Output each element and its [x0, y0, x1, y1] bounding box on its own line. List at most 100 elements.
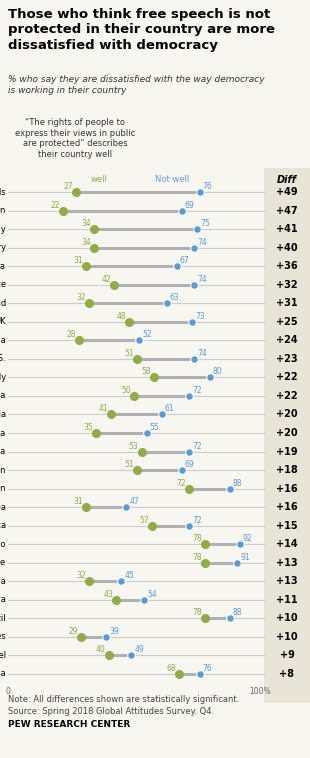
- Text: 78: 78: [192, 608, 202, 617]
- Text: 100%: 100%: [249, 687, 271, 696]
- Text: 45: 45: [124, 571, 134, 580]
- Text: +10: +10: [276, 631, 298, 642]
- Text: Japan: Japan: [0, 465, 6, 475]
- Text: 74: 74: [197, 275, 207, 283]
- Text: Tunisia: Tunisia: [0, 669, 6, 678]
- Text: 72: 72: [193, 441, 202, 450]
- Text: 73: 73: [195, 312, 205, 321]
- Text: +18: +18: [276, 465, 298, 475]
- Text: 63: 63: [170, 293, 179, 302]
- Text: +20: +20: [276, 428, 298, 438]
- Text: well: well: [91, 175, 108, 184]
- Text: Australia: Australia: [0, 428, 6, 437]
- Text: 27: 27: [64, 182, 73, 191]
- FancyBboxPatch shape: [264, 168, 310, 703]
- Text: South Africa: South Africa: [0, 521, 6, 530]
- Text: 47: 47: [130, 497, 139, 506]
- Text: +36: +36: [276, 262, 298, 271]
- Text: +23: +23: [276, 354, 298, 364]
- Text: Greece: Greece: [0, 558, 6, 567]
- Text: +14: +14: [276, 539, 298, 549]
- Text: +9: +9: [280, 650, 294, 660]
- Text: +13: +13: [276, 576, 298, 586]
- Text: 72: 72: [193, 386, 202, 395]
- Text: +22: +22: [276, 391, 298, 401]
- Text: 88: 88: [233, 608, 242, 617]
- Text: 55: 55: [150, 423, 159, 432]
- Text: 28: 28: [66, 330, 76, 340]
- Text: Diff: Diff: [277, 175, 297, 185]
- Text: Italy: Italy: [0, 373, 6, 382]
- Text: 78: 78: [192, 553, 202, 562]
- Text: Israel: Israel: [0, 650, 6, 659]
- Text: +25: +25: [276, 317, 298, 327]
- Text: 34: 34: [81, 219, 91, 228]
- Text: 74: 74: [197, 349, 207, 358]
- Text: 91: 91: [240, 553, 250, 562]
- Text: Spain: Spain: [0, 484, 6, 493]
- Text: South Korea: South Korea: [0, 503, 6, 512]
- Text: Poland: Poland: [0, 299, 6, 308]
- Text: +31: +31: [276, 299, 298, 309]
- Text: Indonesia: Indonesia: [0, 577, 6, 586]
- Text: 22: 22: [51, 201, 60, 210]
- Text: +24: +24: [276, 335, 298, 346]
- Text: +15: +15: [276, 521, 298, 531]
- Text: 0: 0: [6, 687, 11, 696]
- Text: 68: 68: [167, 664, 176, 673]
- Text: Note: All differences shown are statistically significant.
Source: Spring 2018 G: Note: All differences shown are statisti…: [8, 695, 239, 716]
- Text: +40: +40: [276, 243, 298, 253]
- Text: +22: +22: [276, 372, 298, 383]
- Text: France: France: [0, 280, 6, 290]
- Text: 31: 31: [73, 256, 83, 265]
- Text: +13: +13: [276, 558, 298, 568]
- Text: % who say they are dissatisfied with the way democracy
is working in their count: % who say they are dissatisfied with the…: [8, 75, 265, 95]
- Text: 76: 76: [202, 664, 212, 673]
- Text: 51: 51: [124, 349, 134, 358]
- Text: +11: +11: [276, 595, 298, 605]
- Text: Brazil: Brazil: [0, 614, 6, 622]
- Text: +10: +10: [276, 613, 298, 623]
- Text: Netherlands: Netherlands: [0, 188, 6, 197]
- Text: Argentina: Argentina: [0, 447, 6, 456]
- Text: 35: 35: [83, 423, 93, 432]
- Text: 92: 92: [243, 534, 252, 543]
- Text: 52: 52: [142, 330, 152, 340]
- Text: +32: +32: [276, 280, 298, 290]
- Text: 32: 32: [76, 571, 86, 580]
- Text: 75: 75: [200, 219, 210, 228]
- Text: Not well: Not well: [155, 175, 189, 184]
- Text: 48: 48: [116, 312, 126, 321]
- Text: India: India: [0, 336, 6, 345]
- Text: 29: 29: [69, 627, 78, 636]
- Text: Nigeria: Nigeria: [0, 391, 6, 400]
- Text: 69: 69: [185, 201, 195, 210]
- Text: Philippines: Philippines: [0, 632, 6, 641]
- Text: Those who think free speech is not
protected in their country are more
dissatisf: Those who think free speech is not prote…: [8, 8, 275, 52]
- Text: 61: 61: [165, 405, 174, 413]
- Text: +16: +16: [276, 484, 298, 493]
- Text: Germany: Germany: [0, 225, 6, 233]
- Text: U.S.: U.S.: [0, 355, 6, 363]
- Text: 67: 67: [180, 256, 190, 265]
- Text: +41: +41: [276, 224, 298, 234]
- Text: 51: 51: [124, 460, 134, 469]
- Text: Hungary: Hungary: [0, 243, 6, 252]
- Text: Canada: Canada: [0, 262, 6, 271]
- Text: Kenya: Kenya: [0, 595, 6, 604]
- Text: “The rights of people to
express their views in public
are protected” describes
: “The rights of people to express their v…: [15, 118, 135, 159]
- Text: 78: 78: [192, 534, 202, 543]
- Text: 72: 72: [177, 478, 186, 487]
- Text: 39: 39: [109, 627, 119, 636]
- Text: 41: 41: [99, 405, 108, 413]
- Text: 40: 40: [96, 645, 106, 654]
- Text: 88: 88: [233, 478, 242, 487]
- Text: UK: UK: [0, 318, 6, 327]
- Text: Mexico: Mexico: [0, 540, 6, 549]
- Text: 57: 57: [139, 515, 148, 525]
- Text: 72: 72: [193, 515, 202, 525]
- Text: +49: +49: [276, 187, 298, 197]
- Text: 53: 53: [129, 441, 139, 450]
- Text: +19: +19: [276, 446, 298, 456]
- Text: 54: 54: [147, 590, 157, 599]
